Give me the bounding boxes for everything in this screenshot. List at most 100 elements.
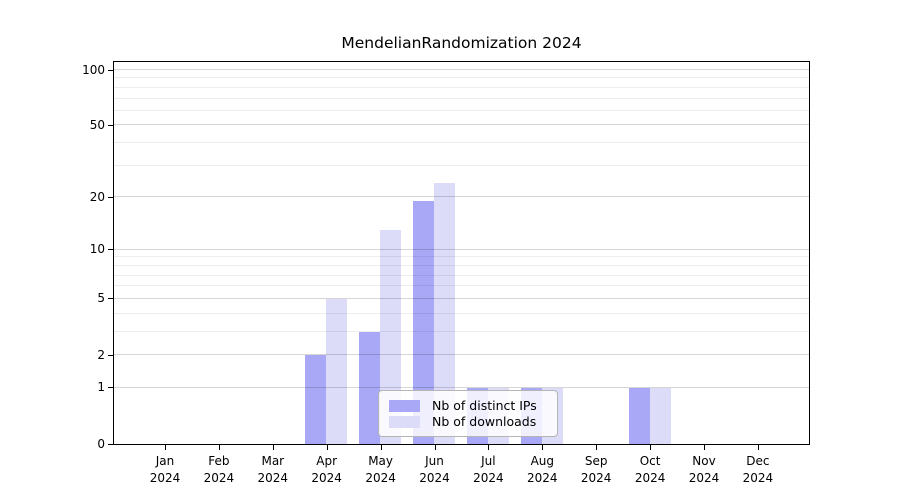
x-tick-label-month: Mar <box>261 454 285 468</box>
x-tick-mark <box>650 445 652 450</box>
major-gridline <box>114 354 809 355</box>
x-tick-label-month: Nov <box>692 454 716 468</box>
x-tick-label-year: 2024 <box>688 471 720 485</box>
x-tick-label-month: Apr <box>316 454 338 468</box>
bar-distinct-ips <box>305 355 327 444</box>
x-tick-label-year: 2024 <box>419 471 450 485</box>
minor-gridline <box>114 109 809 111</box>
minor-gridline <box>114 330 809 332</box>
major-gridline <box>114 386 809 388</box>
x-tick-label: May 2024 <box>349 453 413 487</box>
x-tick-mark <box>596 445 598 450</box>
legend: Nb of distinct IPs Nb of downloads <box>378 390 558 437</box>
x-tick-label-year: 2024 <box>580 471 612 485</box>
y-tick-label: 2 <box>97 347 105 362</box>
minor-gridline <box>114 77 809 79</box>
major-gridline <box>114 248 809 250</box>
plot-area <box>113 61 810 445</box>
x-tick-label: Oct 2024 <box>618 453 682 487</box>
x-tick-mark <box>434 445 436 450</box>
bar-downloads <box>434 183 455 444</box>
y-tick-mark <box>108 124 113 126</box>
x-tick-label: Jan 2024 <box>133 453 197 487</box>
x-tick-mark <box>272 445 274 450</box>
x-tick-label: Apr 2024 <box>295 453 359 487</box>
y-tick-label: 20 <box>89 189 105 204</box>
x-tick-mark <box>488 445 490 450</box>
x-tick-label-year: 2024 <box>311 471 342 485</box>
x-tick-mark <box>704 445 705 450</box>
x-tick-label-month: Jan <box>155 454 175 468</box>
minor-gridline <box>114 274 809 276</box>
x-tick-label-year: 2024 <box>365 471 396 485</box>
bar-downloads <box>649 387 671 444</box>
bar-downloads <box>326 298 348 444</box>
y-tick-label: 10 <box>89 242 105 257</box>
x-tick-label-year: 2024 <box>634 471 666 485</box>
x-tick-mark <box>542 445 544 450</box>
x-tick-label: Jul 2024 <box>456 453 520 487</box>
major-gridline <box>114 124 809 126</box>
legend-label-distinct-ips: Nb of distinct IPs <box>432 398 537 413</box>
x-tick-label-year: 2024 <box>257 471 289 485</box>
x-tick-mark <box>326 445 328 450</box>
y-tick-mark <box>108 196 113 198</box>
x-tick-label: Sep 2024 <box>564 453 628 487</box>
x-tick-label-month: Jun <box>425 454 444 468</box>
x-tick-label-month: Dec <box>746 454 770 468</box>
x-tick-label-month: Aug <box>530 454 555 468</box>
y-tick-label: 0 <box>97 436 105 451</box>
major-gridline <box>114 297 809 299</box>
y-tick-label: 50 <box>89 117 105 132</box>
y-tick-label: 100 <box>82 62 105 77</box>
x-tick-mark <box>218 445 220 450</box>
x-tick-label: Aug 2024 <box>510 453 574 487</box>
legend-label-downloads: Nb of downloads <box>432 414 537 429</box>
minor-gridline <box>114 264 809 266</box>
y-tick-mark <box>108 249 113 251</box>
major-gridline <box>114 69 809 70</box>
x-tick-label-year: 2024 <box>742 471 774 485</box>
legend-swatch-distinct-ips <box>389 399 420 412</box>
y-tick-mark <box>108 69 113 71</box>
x-tick-label: Nov 2024 <box>672 453 736 487</box>
x-tick-label-year: 2024 <box>527 471 558 485</box>
minor-gridline <box>114 142 809 144</box>
x-tick-label: Dec 2024 <box>726 453 790 487</box>
x-tick-label: Feb 2024 <box>187 453 251 487</box>
minor-gridline <box>114 285 809 287</box>
x-tick-label: Jun 2024 <box>403 453 467 487</box>
x-tick-label: Mar 2024 <box>241 453 305 487</box>
chart-title: MendelianRandomization 2024 <box>341 34 582 52</box>
bar-distinct-ips <box>413 201 434 444</box>
x-tick-label-year: 2024 <box>473 471 504 485</box>
legend-item-downloads: Nb of downloads <box>389 414 547 429</box>
x-tick-mark <box>757 445 759 450</box>
minor-gridline <box>114 312 809 314</box>
y-tick-mark <box>108 298 113 300</box>
x-tick-mark <box>380 445 382 450</box>
x-tick-label-month: Oct <box>639 454 661 468</box>
y-tick-mark <box>108 354 113 356</box>
x-tick-label-year: 2024 <box>203 471 235 485</box>
y-tick-label: 1 <box>97 380 105 395</box>
x-tick-label-month: Sep <box>584 454 608 468</box>
x-tick-label-month: Jul <box>481 454 496 468</box>
x-tick-mark <box>165 445 166 450</box>
y-tick-label: 5 <box>97 291 105 306</box>
legend-swatch-downloads <box>389 415 420 428</box>
bar-distinct-ips <box>359 331 381 444</box>
y-tick-mark <box>108 387 113 389</box>
major-gridline <box>114 196 809 198</box>
minor-gridline <box>114 164 809 166</box>
x-tick-label-year: 2024 <box>149 471 181 485</box>
x-tick-label-month: May <box>368 454 393 468</box>
legend-item-distinct-ips: Nb of distinct IPs <box>389 398 547 413</box>
minor-gridline <box>114 256 809 258</box>
minor-gridline <box>114 86 809 88</box>
minor-gridline <box>114 97 809 99</box>
y-tick-mark <box>108 443 113 445</box>
x-tick-label-month: Feb <box>208 454 230 468</box>
bar-distinct-ips <box>628 387 650 444</box>
